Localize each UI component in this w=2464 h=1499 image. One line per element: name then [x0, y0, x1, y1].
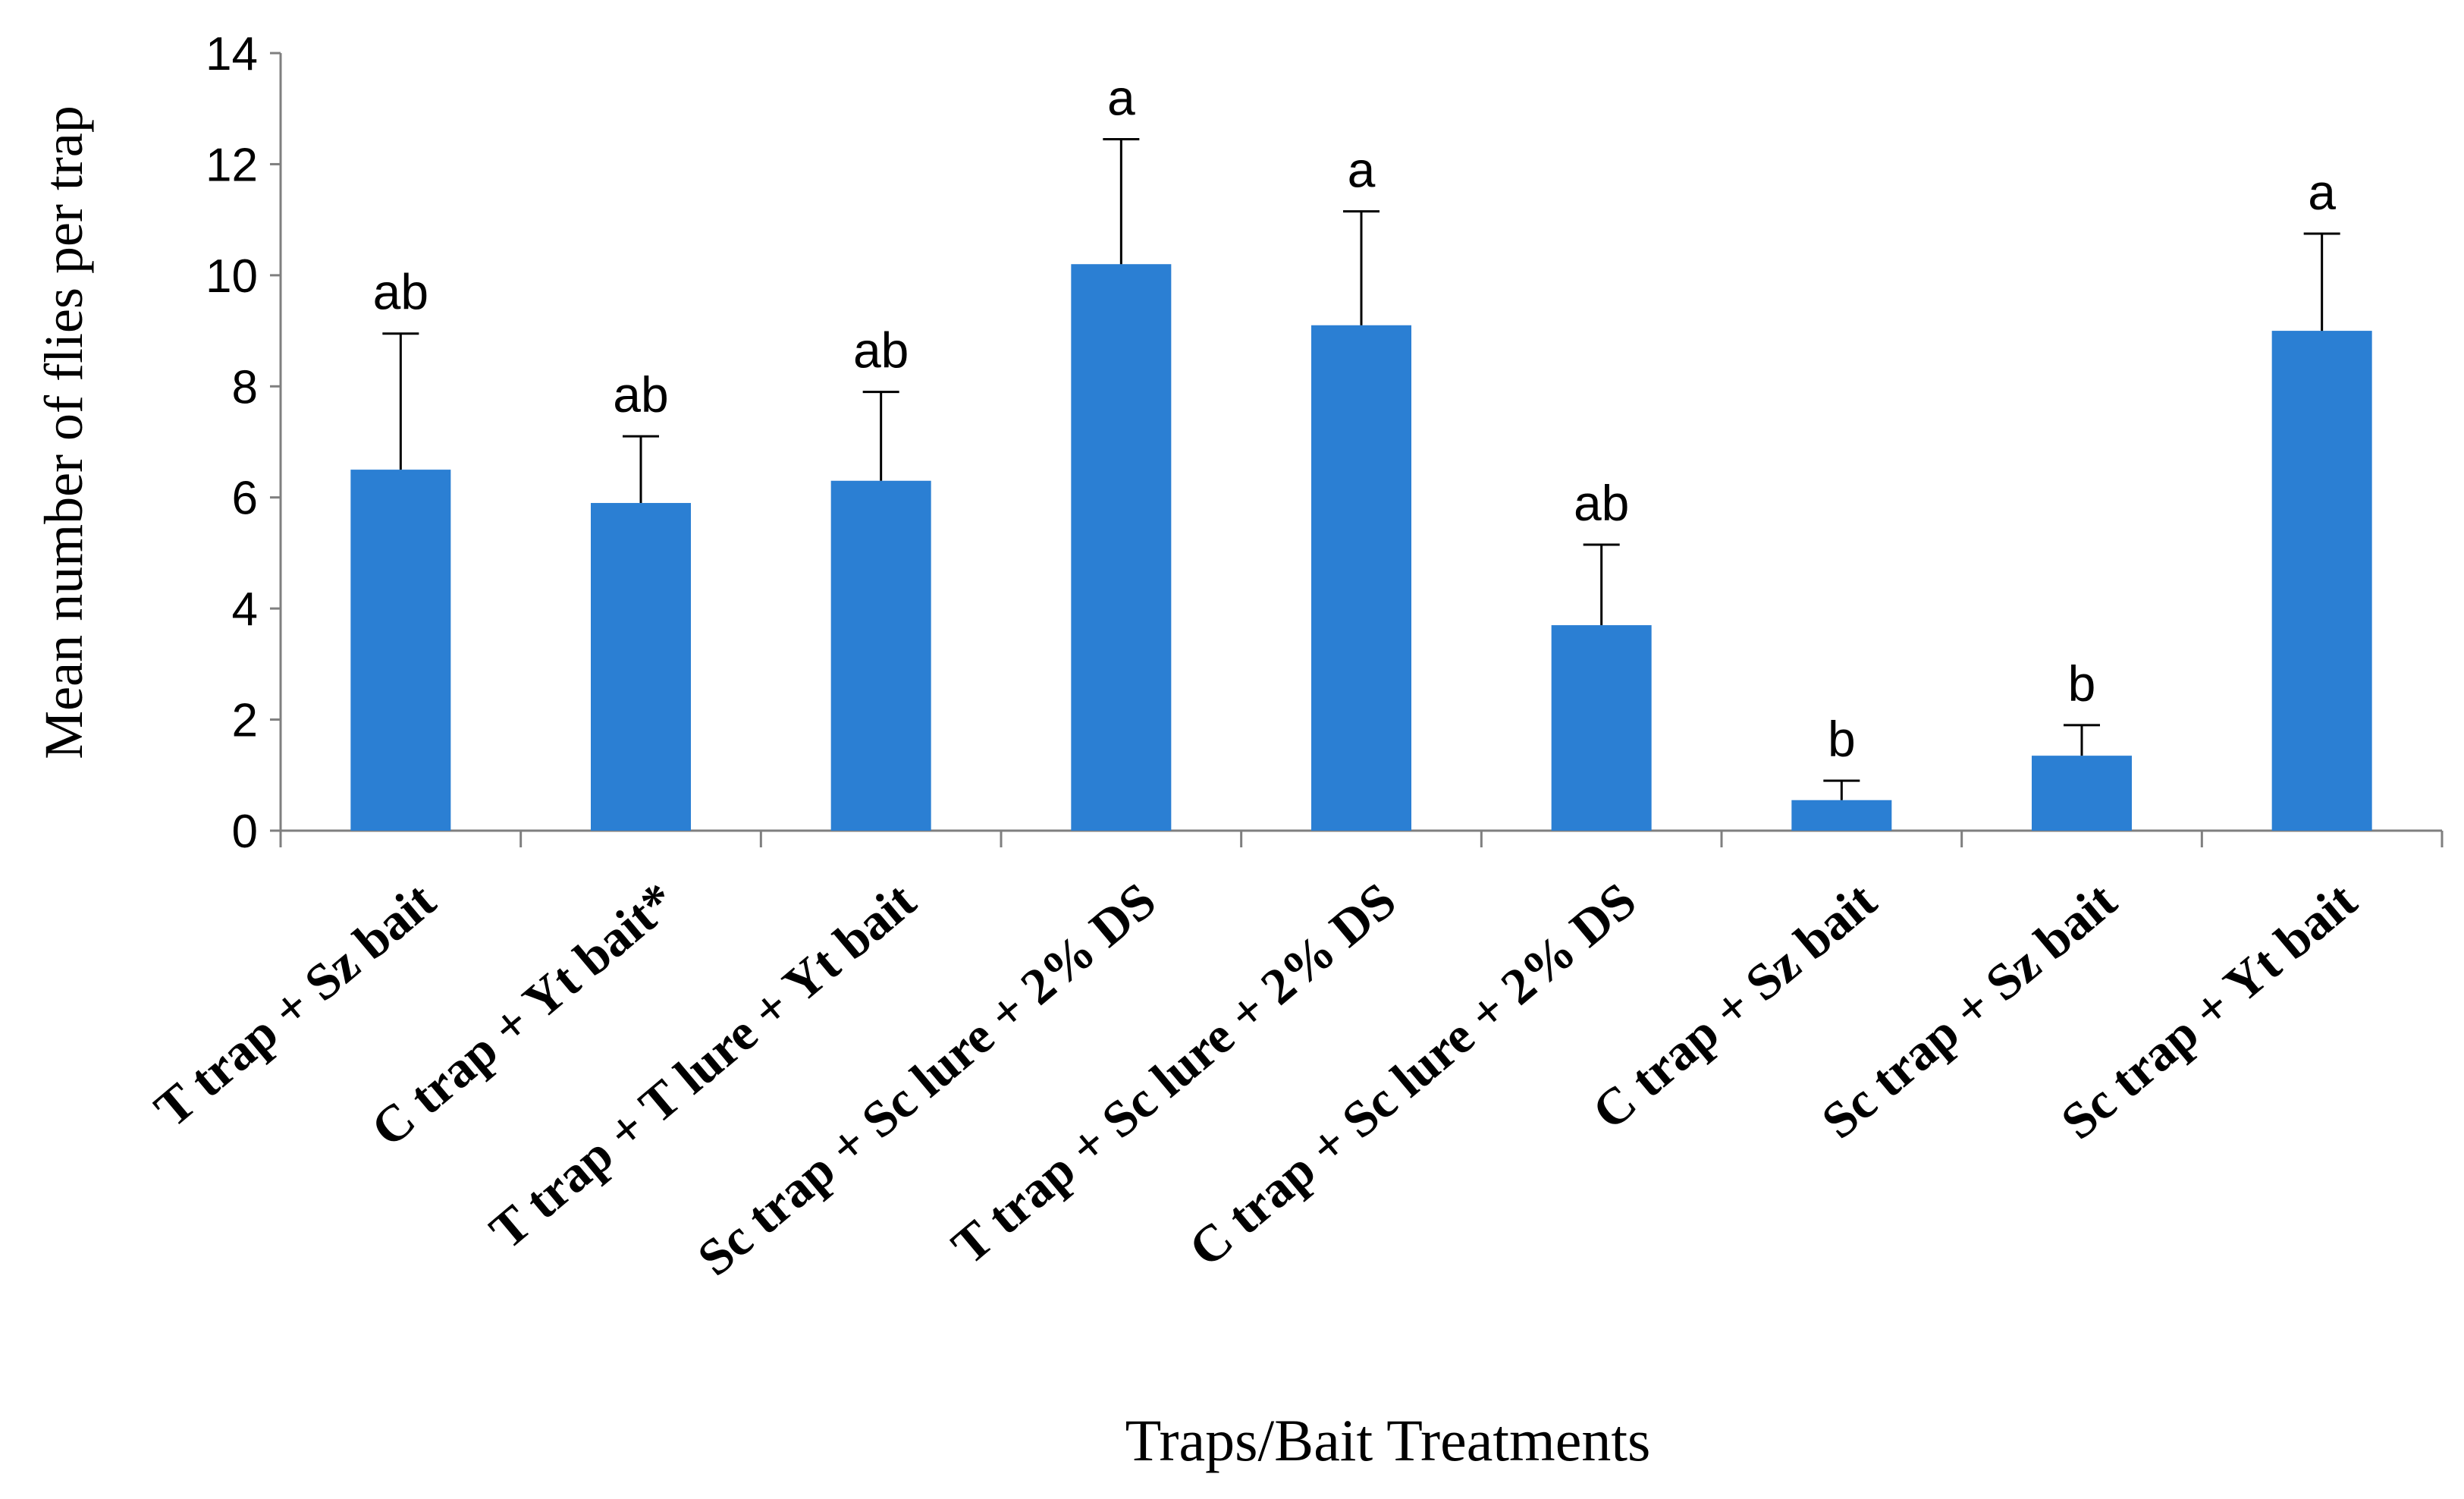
category-label: T trap + Sc lure + 2% DS — [940, 871, 1406, 1275]
significance-letter: ab — [853, 322, 909, 379]
y-tick-label: 6 — [232, 473, 258, 525]
category-label: C trap + Sc lure + 2% DS — [1178, 871, 1646, 1277]
bar — [2271, 331, 2372, 831]
bar — [591, 503, 691, 831]
category-label: T trap + T lure + Yt bait — [479, 871, 926, 1260]
significance-letter: a — [2308, 164, 2336, 220]
bar — [1311, 325, 1411, 831]
significance-letter: ab — [613, 366, 668, 423]
bars — [350, 264, 2372, 831]
x-axis-title: Traps/Bait Treatments — [1125, 1407, 1651, 1473]
bar — [830, 480, 931, 831]
significance-letter: a — [1348, 142, 1376, 198]
error-bars — [382, 137, 2340, 800]
bar — [1071, 264, 1172, 831]
bar — [2032, 756, 2132, 831]
bar — [1551, 625, 1652, 831]
y-tick-label: 4 — [232, 583, 258, 636]
y-tick-label: 10 — [206, 250, 258, 303]
significance-letters: ab ab ab a a ab b b a — [373, 69, 2337, 767]
y-axis: 0 2 4 6 8 10 12 14 — [206, 28, 282, 858]
y-tick-label: 8 — [232, 361, 258, 413]
significance-letter: a — [1107, 69, 1135, 125]
x-axis — [279, 829, 2444, 847]
significance-letter: ab — [373, 264, 428, 320]
y-tick-label: 12 — [206, 139, 258, 191]
y-tick-label: 2 — [232, 695, 258, 747]
y-tick-label: 14 — [206, 28, 258, 80]
category-label: Sc trap + Sc lure + 2% DS — [686, 871, 1166, 1287]
significance-letter: b — [2068, 655, 2096, 712]
y-tick-label: 0 — [232, 806, 258, 858]
significance-letter: ab — [1574, 475, 1629, 531]
bar — [1791, 800, 1892, 831]
significance-letter: b — [1828, 711, 1856, 767]
bar — [350, 470, 451, 831]
y-axis-title: Mean number of flies per trap — [33, 105, 94, 759]
